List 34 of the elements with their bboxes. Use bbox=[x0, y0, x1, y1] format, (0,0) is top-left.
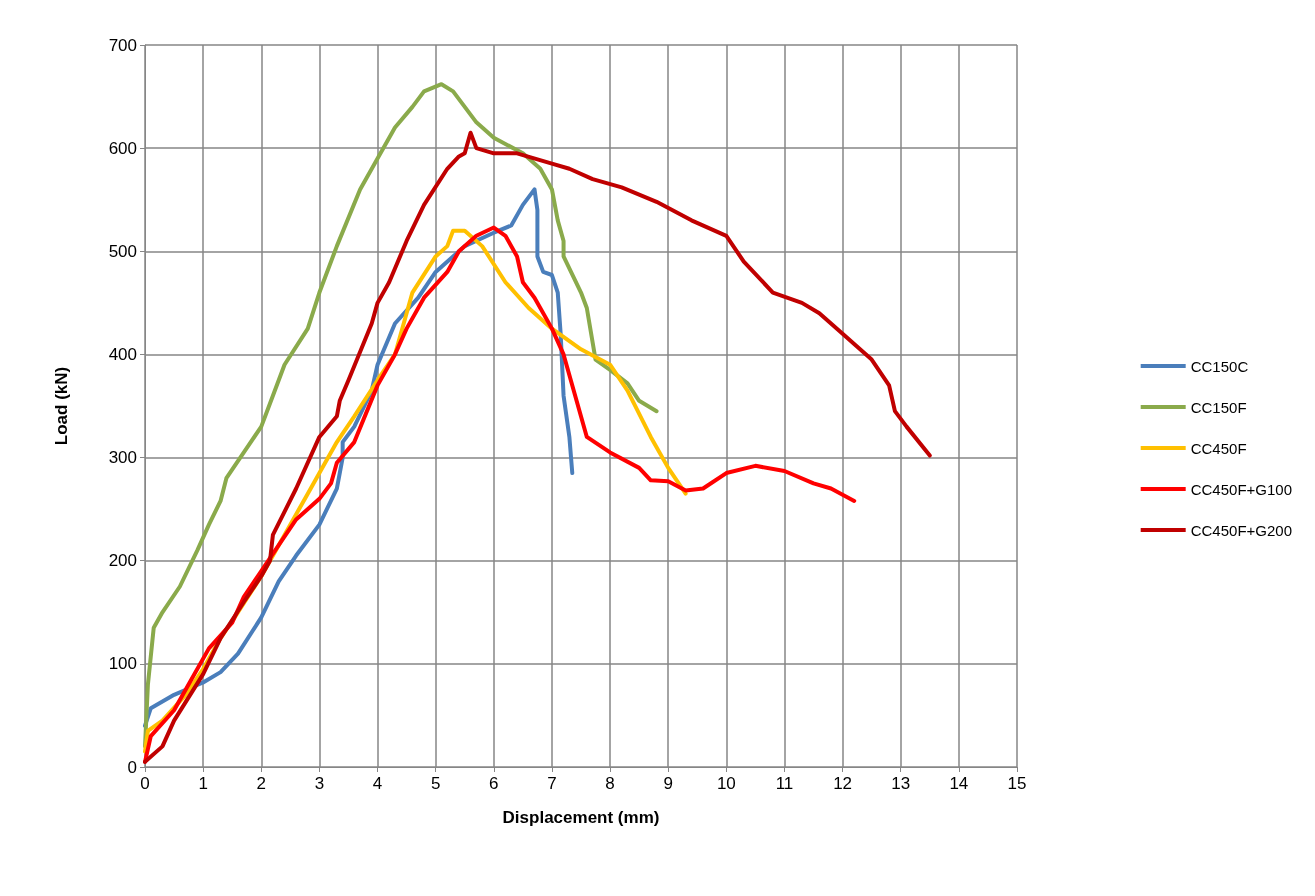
x-tick-label: 1 bbox=[198, 774, 208, 793]
y-tick-label: 0 bbox=[127, 757, 137, 777]
y-tick-label: 700 bbox=[108, 35, 137, 55]
line-series bbox=[143, 225, 857, 764]
y-tick-label: 200 bbox=[108, 551, 137, 571]
legend-label: CC450F+G100 bbox=[1190, 480, 1292, 498]
line-series bbox=[143, 130, 932, 764]
y-tick-label: 500 bbox=[108, 241, 137, 261]
x-tick-label: 8 bbox=[605, 774, 615, 793]
x-tick-label: 4 bbox=[372, 774, 383, 793]
y-tick-label: 300 bbox=[108, 448, 137, 468]
y-axis-title: Load (kN) bbox=[52, 366, 71, 446]
x-tick-label: 12 bbox=[833, 774, 853, 793]
x-tick-label: 10 bbox=[716, 774, 736, 793]
legend-label: CC450F+G200 bbox=[1190, 521, 1292, 539]
x-axis-title: Displacement (mm) bbox=[502, 808, 660, 827]
x-tick-label: 13 bbox=[891, 774, 911, 793]
legend-label: CC150C bbox=[1190, 357, 1249, 375]
x-tick-label: 6 bbox=[489, 774, 499, 793]
x-tick-label: 11 bbox=[775, 774, 794, 793]
x-tick-label: 5 bbox=[430, 774, 441, 793]
x-tick-label: 3 bbox=[314, 774, 325, 793]
x-tick-label: 7 bbox=[547, 774, 557, 793]
x-tick-label: 0 bbox=[140, 774, 150, 793]
line-series bbox=[143, 82, 659, 749]
y-tick-label: 100 bbox=[108, 654, 137, 674]
y-tick-label: 600 bbox=[108, 138, 137, 158]
x-tick-label: 9 bbox=[663, 774, 673, 793]
x-tick-label: 14 bbox=[949, 774, 969, 793]
y-tick-label: 400 bbox=[108, 344, 137, 364]
x-tick-label: 15 bbox=[1007, 774, 1027, 793]
legend-label: CC450F bbox=[1190, 439, 1247, 457]
legend-label: CC150F bbox=[1190, 398, 1247, 416]
x-tick-label: 2 bbox=[256, 774, 266, 793]
